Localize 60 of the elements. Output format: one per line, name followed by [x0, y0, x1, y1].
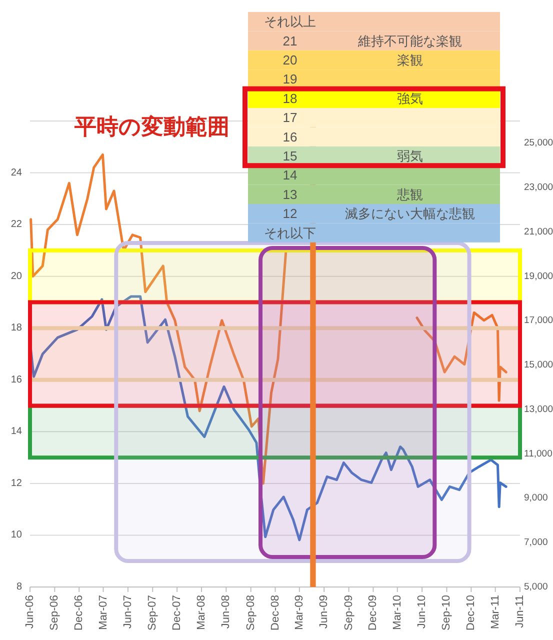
- y2-tick-label: 9,000: [524, 492, 548, 504]
- y-tick-label: 18: [282, 90, 298, 106]
- y-tick-label: 12: [10, 478, 22, 489]
- x-tick-label: Sep-07: [146, 595, 159, 630]
- y2-tick-label: 21,000: [524, 226, 553, 238]
- x-tick-label: Jun-09: [318, 595, 330, 629]
- y-tick-label: 15: [282, 148, 298, 164]
- y2-tick-label: 15,000: [524, 360, 553, 371]
- x-tick-label: Sep-08: [244, 595, 257, 630]
- y-tick-label: 12: [282, 206, 298, 222]
- x-tick-label: Dec-09: [367, 595, 380, 630]
- x-tick-label: Jun-06: [24, 595, 36, 629]
- y-tick-label: 24: [10, 167, 22, 178]
- y2-tick-label: 7,000: [524, 537, 548, 548]
- y2-tick-label: 悲観: [396, 186, 423, 202]
- x-tick-label: Mar-07: [97, 595, 110, 630]
- y2-tick-label: 17,000: [524, 315, 553, 326]
- y-tick-label: 16: [282, 129, 298, 144]
- x-tick-label: Sep-10: [440, 595, 453, 630]
- y-tick-label: 18: [10, 322, 22, 334]
- x-tick-label: Mar-10: [391, 595, 404, 630]
- y-tick-label: 19: [282, 72, 298, 87]
- y-tick-label: 8: [16, 582, 22, 592]
- y2-tick-label: 11,000: [524, 448, 552, 460]
- y2-tick-label: 強気: [397, 90, 423, 106]
- y-tick-label: 21: [282, 33, 298, 48]
- chart-title: 平時の変動範囲: [74, 114, 230, 139]
- x-tick-label: Mar-09: [293, 595, 306, 630]
- y2-tick-label: 維持不可能な楽観: [357, 33, 462, 48]
- x-tick-label: Jun-11: [514, 595, 526, 628]
- y2-tick-label: 滅多にない大幅な悲観: [345, 206, 475, 222]
- y-tick-label: 20: [10, 270, 22, 282]
- x-tick-label: Dec-08: [269, 595, 282, 630]
- y2-tick-label: 25,000: [524, 138, 553, 149]
- y2-tick-label: 23,000: [524, 182, 553, 194]
- y-tick-label: 14: [282, 168, 298, 183]
- y-tick-label: 16: [10, 374, 22, 386]
- x-tick-label: Mar-11: [489, 595, 502, 630]
- y2-tick-label: 13,000: [524, 404, 553, 415]
- y-tick-label: それ以下: [264, 225, 316, 240]
- x-tick-label: Dec-06: [73, 595, 86, 630]
- y2-tick-label: 楽観: [397, 52, 423, 68]
- y-tick-label: 17: [282, 110, 298, 126]
- y-tick-label: 10: [10, 530, 22, 541]
- x-tick-label: Dec-10: [465, 595, 478, 630]
- x-tick-label: Jun-10: [416, 595, 428, 629]
- y-tick-label: 22: [10, 219, 22, 230]
- x-tick-label: Dec-07: [171, 595, 184, 630]
- x-tick-label: Sep-06: [48, 595, 61, 630]
- y-tick-label: 14: [10, 426, 22, 438]
- x-tick-label: Jun-07: [122, 595, 134, 629]
- y2-tick-label: 19,000: [524, 270, 553, 282]
- y-tick-label: 20: [282, 52, 298, 68]
- x-tick-label: Sep-09: [342, 595, 355, 630]
- y2-tick-label: 5,000: [524, 582, 548, 592]
- x-tick-label: Mar-08: [195, 595, 208, 630]
- y2-tick-label: 弱気: [397, 148, 423, 164]
- y-tick-label: 13: [282, 186, 298, 202]
- x-tick-label: Jun-08: [220, 595, 232, 629]
- y-tick-label: それ以上: [264, 14, 316, 30]
